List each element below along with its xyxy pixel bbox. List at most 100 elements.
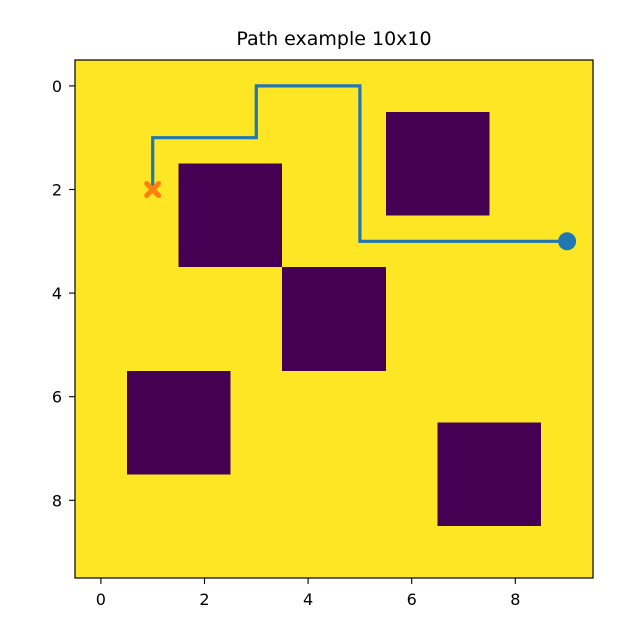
x-tick-label: 0 [96, 590, 106, 609]
free-cell [75, 215, 128, 268]
free-cell [489, 60, 542, 113]
free-cell [541, 526, 594, 579]
free-cell [230, 267, 283, 320]
free-cell [282, 422, 335, 475]
obstacle-cell [178, 163, 231, 216]
obstacle-cell [178, 422, 231, 475]
y-tick-label: 4 [52, 284, 62, 303]
free-cell [282, 370, 335, 423]
free-cell [75, 267, 128, 320]
free-cell [437, 370, 490, 423]
free-cell [178, 319, 231, 372]
obstacle-cell [178, 370, 231, 423]
free-cell [178, 474, 231, 527]
free-cell [489, 111, 542, 164]
obstacle-cell [334, 267, 387, 320]
obstacle-cell [489, 422, 542, 475]
obstacle-cell [230, 215, 283, 268]
x-tick-label: 2 [199, 590, 209, 609]
obstacle-cell [282, 267, 335, 320]
free-cell [437, 267, 490, 320]
obstacle-cell [230, 163, 283, 216]
start-marker [558, 232, 577, 251]
obstacle-cell [437, 422, 490, 475]
free-cell [230, 526, 283, 579]
free-cell [282, 526, 335, 579]
obstacle-cell [437, 474, 490, 527]
free-cell [385, 267, 438, 320]
free-cell [75, 526, 128, 579]
free-cell [75, 60, 128, 113]
obstacle-cell [178, 215, 231, 268]
free-cell [282, 215, 335, 268]
obstacle-cell [385, 111, 438, 164]
free-cell [334, 370, 387, 423]
free-cell [489, 370, 542, 423]
free-cell [541, 163, 594, 216]
free-cell [437, 526, 490, 579]
free-cell [75, 422, 128, 475]
x-tick-label: 8 [510, 590, 520, 609]
free-cell [385, 526, 438, 579]
free-cell [178, 60, 231, 113]
obstacle-cell [437, 163, 490, 216]
free-cell [282, 111, 335, 164]
free-cell [126, 319, 179, 372]
free-cell [282, 163, 335, 216]
goal-marker-stroke [144, 181, 162, 198]
free-cell [75, 163, 128, 216]
free-cell [385, 60, 438, 113]
obstacle-cell [282, 319, 335, 372]
free-cell [126, 60, 179, 113]
free-cell [489, 319, 542, 372]
y-tick-label: 8 [52, 491, 62, 510]
chart-title: Path example 10x10 [236, 28, 431, 50]
free-cell [385, 422, 438, 475]
free-cell [282, 474, 335, 527]
free-cell [126, 474, 179, 527]
path-layer [144, 84, 577, 251]
free-cell [126, 267, 179, 320]
free-cell [178, 526, 231, 579]
obstacle-cell [437, 111, 490, 164]
free-cell [437, 60, 490, 113]
free-cell [230, 422, 283, 475]
free-cell [385, 370, 438, 423]
free-cell [489, 163, 542, 216]
free-cell [541, 422, 594, 475]
free-cell [541, 370, 594, 423]
free-cell [230, 319, 283, 372]
free-cell [75, 319, 128, 372]
y-tick-label: 6 [52, 388, 62, 407]
goal-marker [144, 181, 162, 198]
free-cell [489, 526, 542, 579]
free-cell [334, 526, 387, 579]
free-cell [230, 370, 283, 423]
path-line [151, 84, 568, 243]
free-cell [541, 267, 594, 320]
x-tick-label: 4 [303, 590, 313, 609]
obstacle-cell [334, 319, 387, 372]
free-cell [178, 267, 231, 320]
axes-frame [74, 59, 594, 579]
free-cell [334, 422, 387, 475]
obstacle-cell [489, 474, 542, 527]
free-cell [75, 111, 128, 164]
free-cell [385, 474, 438, 527]
free-cell [541, 319, 594, 372]
free-cell [541, 474, 594, 527]
free-cell [230, 474, 283, 527]
obstacle-cell [126, 422, 179, 475]
free-cell [489, 267, 542, 320]
free-cell [75, 474, 128, 527]
free-cell [75, 370, 128, 423]
free-cell [541, 111, 594, 164]
y-tick-label: 0 [52, 77, 62, 96]
free-cell [437, 319, 490, 372]
obstacle-cell [385, 163, 438, 216]
axes-layer: 0 2 4 6 8 0 2 4 6 8 [52, 59, 594, 609]
free-cell [126, 526, 179, 579]
free-cell [334, 474, 387, 527]
